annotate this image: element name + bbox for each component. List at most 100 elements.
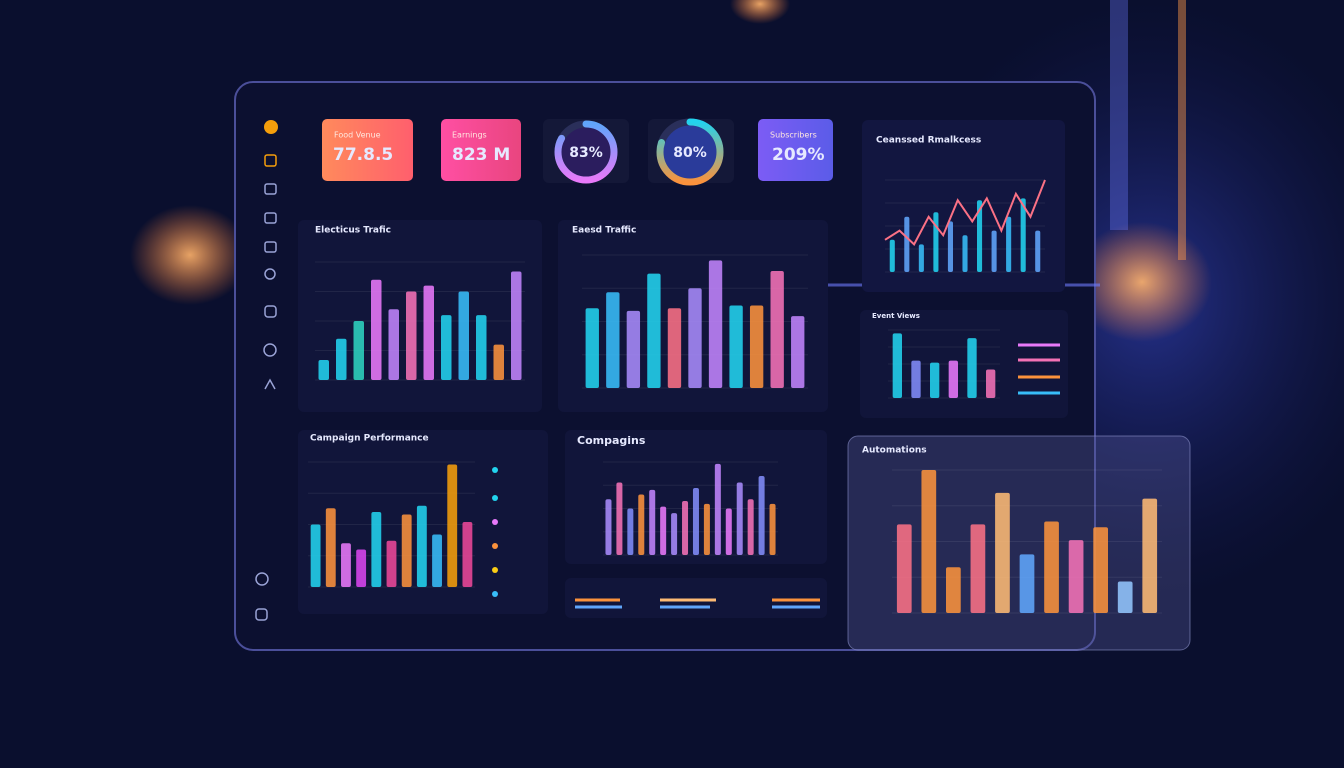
bar: [1068, 540, 1084, 613]
bar: [769, 503, 776, 555]
bar: [991, 230, 997, 272]
bar: [605, 499, 612, 555]
nav-icon[interactable]: [255, 572, 269, 586]
light-streak: [1178, 0, 1186, 260]
kpi-label: Earnings: [452, 131, 487, 140]
bar: [770, 270, 784, 388]
bar: [388, 309, 399, 380]
kpi-value: 209%: [772, 145, 825, 165]
nav-icon[interactable]: [264, 305, 277, 318]
bar: [933, 212, 939, 272]
bar: [371, 512, 382, 587]
bar: [441, 315, 452, 380]
bar: [688, 288, 702, 388]
bar: [356, 549, 367, 587]
bar: [671, 513, 678, 555]
bar: [1019, 554, 1035, 613]
kpi-label: Food Venue: [334, 131, 381, 140]
bar: [1117, 581, 1133, 613]
logo[interactable]: [264, 120, 278, 134]
bar: [423, 285, 434, 380]
bar: [401, 514, 412, 587]
nav-icon[interactable]: [264, 154, 277, 167]
bar: [511, 271, 522, 380]
bar: [310, 524, 321, 587]
light-streak: [1110, 0, 1128, 230]
panel: [298, 220, 542, 412]
bar: [1044, 521, 1059, 613]
bar: [682, 501, 689, 555]
bar: [667, 308, 682, 388]
bar: [714, 463, 721, 555]
nav-icon[interactable]: [264, 183, 277, 195]
panel-title: Campaign Performance: [310, 434, 429, 444]
panel: [565, 578, 827, 618]
nav-icon[interactable]: [264, 241, 277, 253]
bar: [986, 369, 996, 398]
bar: [889, 239, 895, 272]
trend-line: [884, 179, 1046, 247]
bar: [447, 464, 458, 587]
bar: [892, 333, 902, 398]
bar: [967, 338, 977, 398]
glow: [130, 205, 250, 305]
gauge-arc: [554, 120, 618, 184]
bar: [406, 291, 417, 380]
panel-title: Compagins: [577, 434, 646, 447]
bar: [1142, 498, 1158, 613]
bar: [1020, 198, 1026, 272]
panel-title: Automations: [862, 446, 927, 456]
kpi-value: 77.8.5: [333, 145, 393, 165]
nav-icon[interactable]: [263, 343, 277, 357]
bar: [946, 567, 961, 613]
legend-dot: [492, 467, 498, 473]
gauge-value: 83%: [569, 145, 603, 161]
bar: [791, 316, 805, 388]
panel-title: Ceanssed Rmalkcess: [876, 136, 981, 146]
bar: [462, 522, 473, 587]
legend-dot: [492, 591, 498, 597]
bar: [921, 470, 937, 613]
legend: [1018, 343, 1060, 395]
progress: [575, 598, 820, 609]
bar: [627, 508, 634, 555]
bar: [318, 359, 329, 380]
bar: [660, 506, 667, 555]
bar: [970, 524, 986, 613]
bar: [948, 360, 958, 398]
bar: [341, 543, 351, 587]
bar: [585, 308, 599, 388]
bar: [725, 508, 732, 555]
glow: [1072, 222, 1212, 342]
kpi-card[interactable]: [322, 119, 413, 181]
bar: [353, 321, 364, 380]
bar: [749, 305, 764, 388]
bar: [616, 482, 623, 555]
nav-icon[interactable]: [255, 608, 268, 621]
nav-icon[interactable]: [264, 268, 276, 280]
bar: [995, 492, 1010, 613]
glow: [730, 0, 790, 24]
bar: [962, 235, 968, 272]
kpi-card[interactable]: [758, 119, 833, 181]
panel-title: Electicus Trafic: [315, 226, 391, 236]
bar: [649, 489, 656, 555]
bar: [708, 260, 723, 388]
bar: [918, 244, 924, 272]
bar: [692, 488, 699, 555]
bar: [606, 292, 620, 388]
bar: [1035, 230, 1041, 272]
kpi-card[interactable]: [441, 119, 521, 181]
bar: [1006, 216, 1012, 272]
bar: [977, 200, 983, 272]
nav-icon[interactable]: [264, 378, 276, 390]
nav-icon[interactable]: [264, 212, 277, 224]
bar: [458, 291, 469, 380]
legend-dot: [492, 567, 498, 573]
legend-dot: [492, 495, 498, 501]
bar: [911, 360, 921, 398]
bar: [736, 482, 743, 555]
bar: [947, 221, 953, 272]
bar: [896, 524, 912, 613]
